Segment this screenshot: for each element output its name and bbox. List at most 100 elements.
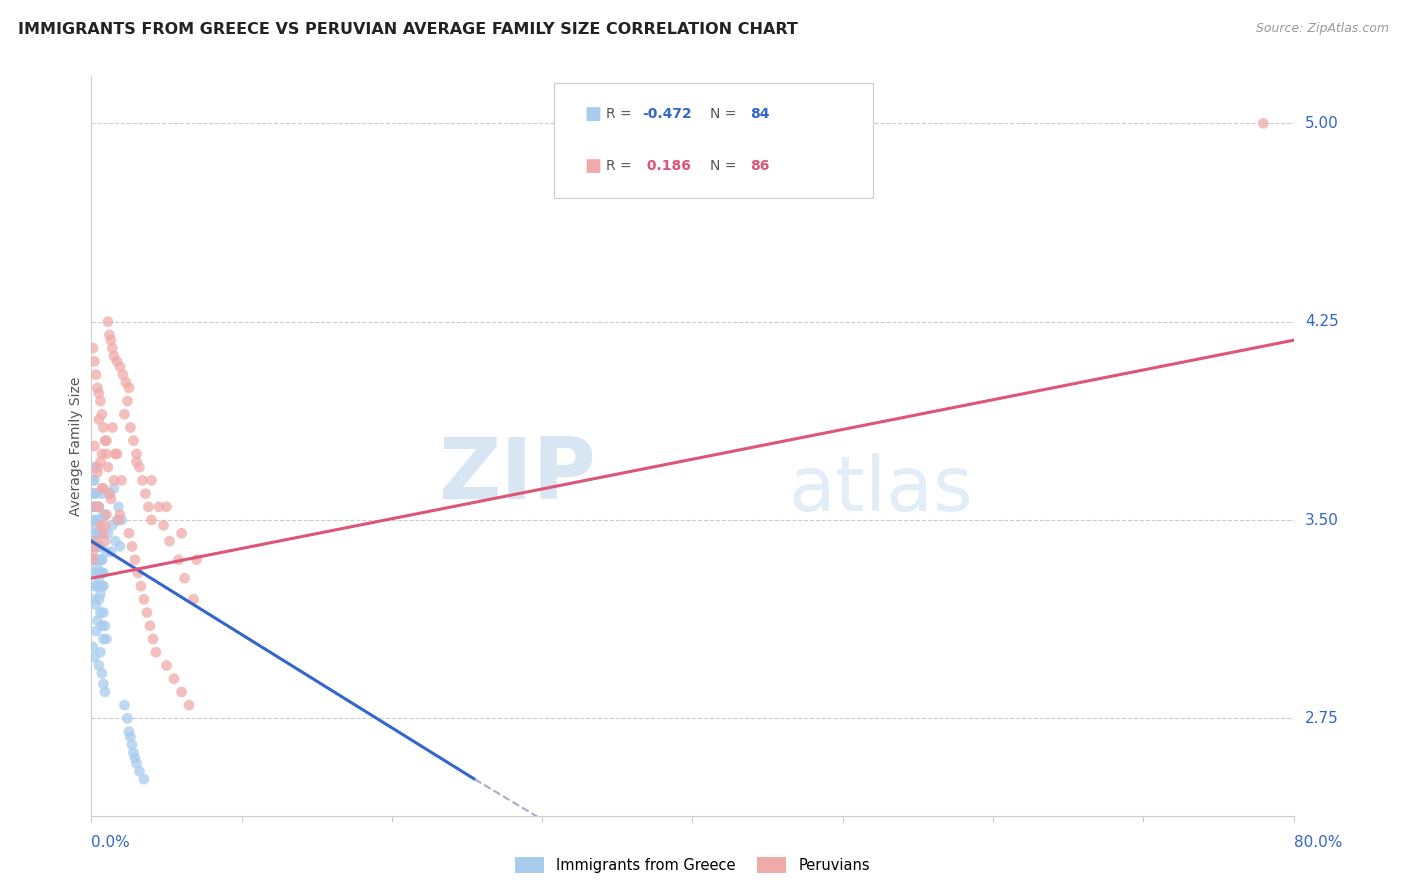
Point [159,534,181,549]
Point [122,746,145,760]
Point [100,491,122,506]
Text: ■: ■ [585,157,602,175]
Point [96,447,118,461]
Point [84,526,107,541]
Point [83,500,105,514]
Point [93,508,115,522]
Point [87,540,110,554]
Point [107,513,129,527]
Point [134,486,156,500]
Point [87,386,110,401]
Point [87,552,110,566]
Point [84,534,107,549]
Y-axis label: Average Family Size: Average Family Size [69,376,83,516]
Point [93,632,115,646]
Point [96,545,118,559]
Point [82,640,104,654]
Point [132,772,155,787]
Point [93,677,115,691]
Text: IMMIGRANTS FROM GREECE VS PERUVIAN AVERAGE FAMILY SIZE CORRELATION CHART: IMMIGRANTS FROM GREECE VS PERUVIAN AVERA… [18,22,799,37]
Point [110,513,132,527]
Point [83,552,105,566]
Point [89,455,111,469]
Point [98,486,121,500]
Point [96,632,118,646]
Point [115,376,138,390]
Point [90,566,112,580]
Point [84,518,107,533]
Point [90,666,112,681]
Point [145,645,167,659]
FancyBboxPatch shape [554,83,873,198]
Point [86,513,108,527]
Point [103,349,125,363]
Point [84,368,107,382]
Text: 0.186: 0.186 [643,159,690,173]
Point [120,730,142,744]
Point [83,650,105,665]
Text: 80.0%: 80.0% [1294,836,1341,850]
Point [89,566,111,580]
Text: 84: 84 [751,107,769,121]
Point [104,534,127,549]
Point [86,500,108,514]
Point [139,619,162,633]
Point [148,500,170,514]
Text: R =: R = [606,107,636,121]
Point [167,552,190,566]
Point [1253,116,1275,130]
Point [94,619,117,633]
Point [87,592,110,607]
Point [104,447,127,461]
Point [121,540,143,554]
Point [87,500,110,514]
Point [84,513,107,527]
Point [125,455,148,469]
Point [93,481,115,495]
Point [118,526,141,541]
Point [122,434,145,448]
Text: N =: N = [710,107,741,121]
Text: -0.472: -0.472 [643,107,692,121]
Point [138,500,160,514]
Point [125,447,148,461]
Point [94,518,117,533]
Point [100,333,122,347]
Point [155,500,177,514]
Point [86,381,108,395]
Point [87,412,110,426]
Point [108,508,131,522]
Point [89,518,111,533]
Point [84,500,107,514]
Point [83,439,105,453]
Text: 2.75: 2.75 [1305,711,1339,726]
Point [82,552,104,566]
Point [89,587,111,601]
Text: atlas: atlas [789,453,973,527]
Point [125,756,148,771]
Point [89,606,111,620]
Point [98,327,121,342]
Point [93,579,115,593]
Point [186,552,208,566]
Point [90,486,112,500]
Point [84,486,107,500]
Point [141,513,163,527]
Point [118,724,141,739]
Point [173,571,195,585]
Point [84,500,107,514]
Point [114,698,136,712]
Point [86,614,108,628]
Point [105,513,128,527]
Point [96,508,118,522]
Text: 3.50: 3.50 [1305,513,1339,527]
Point [86,540,108,554]
Text: ZIP: ZIP [439,434,596,517]
Point [87,526,110,541]
Point [97,526,120,541]
Point [141,474,163,488]
Point [89,645,111,659]
Point [142,632,165,646]
Point [89,540,111,554]
Point [87,571,110,585]
